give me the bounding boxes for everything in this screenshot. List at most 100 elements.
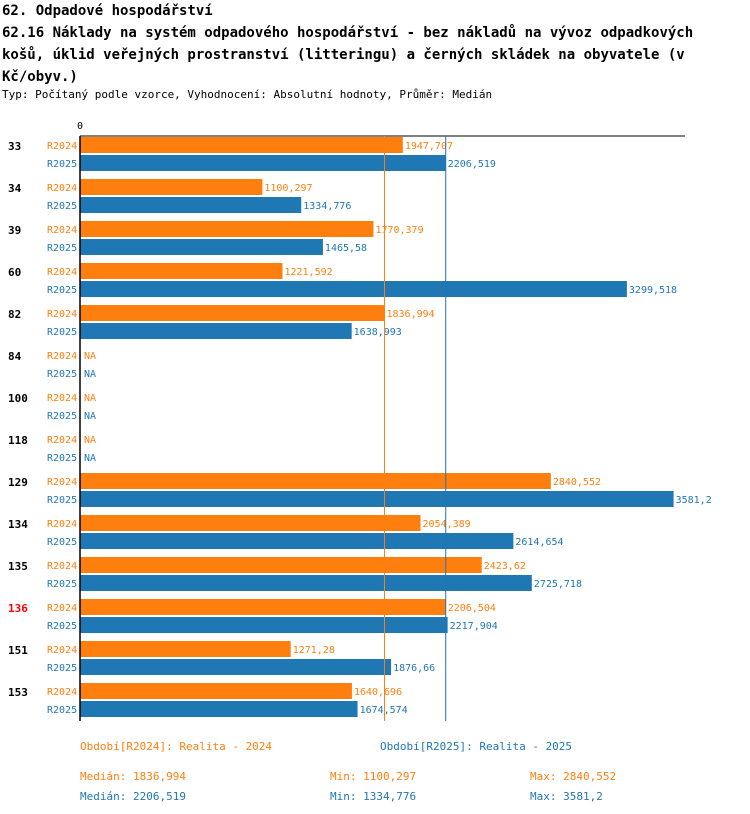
- series-label: R2025: [47, 579, 77, 590]
- data-label: 1100,297: [264, 183, 312, 194]
- series-label: R2024: [47, 645, 77, 656]
- bar: [80, 179, 263, 195]
- bar: [80, 659, 392, 675]
- data-label-na: NA: [84, 351, 96, 362]
- category-label: 118: [8, 434, 28, 447]
- axis-tick-label: 0: [77, 121, 83, 132]
- data-label: 1465,58: [325, 243, 367, 254]
- series-label: R2024: [47, 603, 77, 614]
- bar: [80, 281, 627, 297]
- data-label: 2206,504: [448, 603, 496, 614]
- data-label: 2614,654: [515, 537, 563, 548]
- series-label: R2025: [47, 453, 77, 464]
- series-label: R2024: [47, 183, 77, 194]
- bar: [80, 617, 448, 633]
- data-label: 2054,389: [423, 519, 471, 530]
- bar: [80, 263, 283, 279]
- bar: [80, 683, 352, 699]
- series-label: R2025: [47, 621, 77, 632]
- bar: [80, 557, 482, 573]
- bar: [80, 239, 323, 255]
- data-label-na: NA: [84, 435, 96, 446]
- stat-median-r2025: Medián: 2206,519: [80, 790, 186, 803]
- bar: [80, 575, 532, 591]
- series-label: R2025: [47, 243, 77, 254]
- stat-max-r2024: Max: 2840,552: [530, 770, 617, 783]
- series-label: R2024: [47, 519, 77, 530]
- bar: [80, 155, 446, 171]
- stat-max-r2025: Max: 3581,2: [530, 790, 603, 803]
- data-label: 2217,904: [450, 621, 498, 632]
- series-label: R2025: [47, 201, 77, 212]
- chart-subtitle: Typ: Počítaný podle vzorce, Vyhodnocení:…: [2, 88, 493, 101]
- series-label: R2025: [47, 537, 77, 548]
- data-label: 1334,776: [303, 201, 351, 212]
- series-label: R2025: [47, 369, 77, 380]
- category-label: 134: [8, 518, 28, 531]
- data-label-na: NA: [84, 411, 96, 422]
- series-label: R2024: [47, 267, 77, 278]
- category-label: 136: [8, 602, 28, 615]
- data-label: 1770,379: [375, 225, 423, 236]
- data-label: 1836,994: [386, 309, 434, 320]
- data-label: 1221,592: [284, 267, 332, 278]
- bar: [80, 641, 291, 657]
- section-title: 62. Odpadové hospodářství: [2, 3, 213, 19]
- category-label: 151: [8, 644, 28, 657]
- category-label: 135: [8, 560, 28, 573]
- bar: [80, 473, 551, 489]
- series-label: R2024: [47, 141, 77, 152]
- data-label: 1638,993: [354, 327, 402, 338]
- series-label: R2025: [47, 285, 77, 296]
- series-label: R2024: [47, 477, 77, 488]
- data-label: 1947,707: [405, 141, 453, 152]
- category-label: 129: [8, 476, 28, 489]
- data-label: 1876,66: [393, 663, 435, 674]
- series-label: R2025: [47, 663, 77, 674]
- category-label: 100: [8, 392, 28, 405]
- series-label: R2025: [47, 411, 77, 422]
- legend-r2024: Období[R2024]: Realita - 2024: [80, 740, 273, 753]
- series-label: R2024: [47, 225, 77, 236]
- series-label: R2025: [47, 159, 77, 170]
- series-label: R2024: [47, 561, 77, 572]
- data-label-na: NA: [84, 453, 96, 464]
- category-label: 34: [8, 182, 22, 195]
- category-label: 39: [8, 224, 21, 237]
- data-label: 3581,2: [676, 495, 712, 506]
- stat-min-r2024: Min: 1100,297: [330, 770, 417, 783]
- bar: [80, 221, 374, 237]
- data-label-na: NA: [84, 393, 96, 404]
- series-label: R2025: [47, 495, 77, 506]
- series-label: R2025: [47, 327, 77, 338]
- bar: [80, 197, 302, 213]
- bar: [80, 515, 421, 531]
- stat-median-r2024: Medián: 1836,994: [80, 770, 186, 783]
- category-label: 33: [8, 140, 21, 153]
- data-label: 2725,718: [534, 579, 582, 590]
- bar: [80, 599, 446, 615]
- legend-r2025: Období[R2025]: Realita - 2025: [380, 740, 573, 753]
- data-label: 2423,62: [484, 561, 526, 572]
- data-label: 1674,574: [360, 705, 408, 716]
- category-label: 84: [8, 350, 22, 363]
- category-label: 60: [8, 266, 21, 279]
- chart-title: 62.16 Náklady na systém odpadového hospo…: [2, 25, 694, 85]
- series-label: R2024: [47, 309, 77, 320]
- series-label: R2024: [47, 687, 77, 698]
- bar: [80, 491, 674, 507]
- data-label-na: NA: [84, 369, 96, 380]
- bar: [80, 533, 514, 549]
- data-label: 2840,552: [553, 477, 601, 488]
- category-label: 82: [8, 308, 21, 321]
- series-label: R2024: [47, 393, 77, 404]
- stat-min-r2025: Min: 1334,776: [330, 790, 417, 803]
- data-label: 1640,696: [354, 687, 402, 698]
- bar: [80, 305, 385, 321]
- category-label: 153: [8, 686, 28, 699]
- series-label: R2024: [47, 351, 77, 362]
- series-label: R2024: [47, 435, 77, 446]
- bar: [80, 137, 403, 153]
- data-label: 1271,28: [293, 645, 335, 656]
